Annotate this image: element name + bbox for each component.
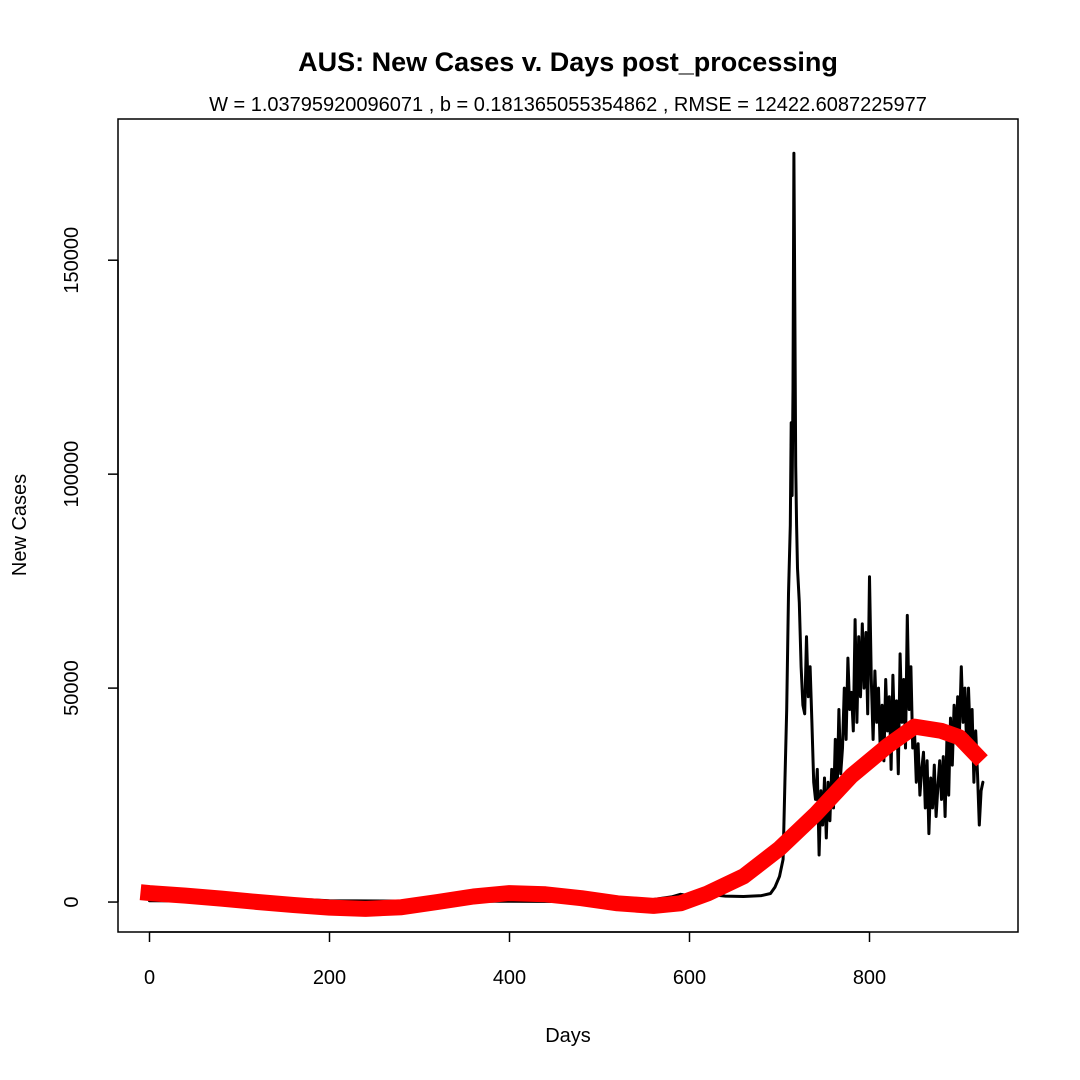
chart-subtitle: W = 1.03795920096071 , b = 0.18136505535… — [209, 94, 927, 116]
y-tick-label: 100000 — [61, 441, 83, 508]
observed-cases-line — [148, 151, 985, 904]
x-tick-label: 200 — [313, 967, 346, 989]
x-tick-label: 400 — [493, 967, 526, 989]
y-axis: 0 50000 100000 150000 — [61, 227, 119, 908]
y-tick-label: 50000 — [61, 660, 83, 716]
x-axis-label: Days — [545, 1025, 591, 1047]
fitted-curve-line — [139, 718, 988, 917]
y-tick-label: 150000 — [61, 227, 83, 294]
series-layer — [139, 151, 988, 917]
y-axis-label: New Cases — [9, 474, 31, 576]
x-tick-label: 0 — [144, 967, 155, 989]
chart-title: AUS: New Cases v. Days post_processing — [298, 47, 838, 77]
x-axis: 0 200 400 600 800 — [144, 931, 886, 989]
y-tick-label: 0 — [61, 896, 83, 907]
x-tick-label: 600 — [673, 967, 706, 989]
x-tick-label: 800 — [853, 967, 886, 989]
